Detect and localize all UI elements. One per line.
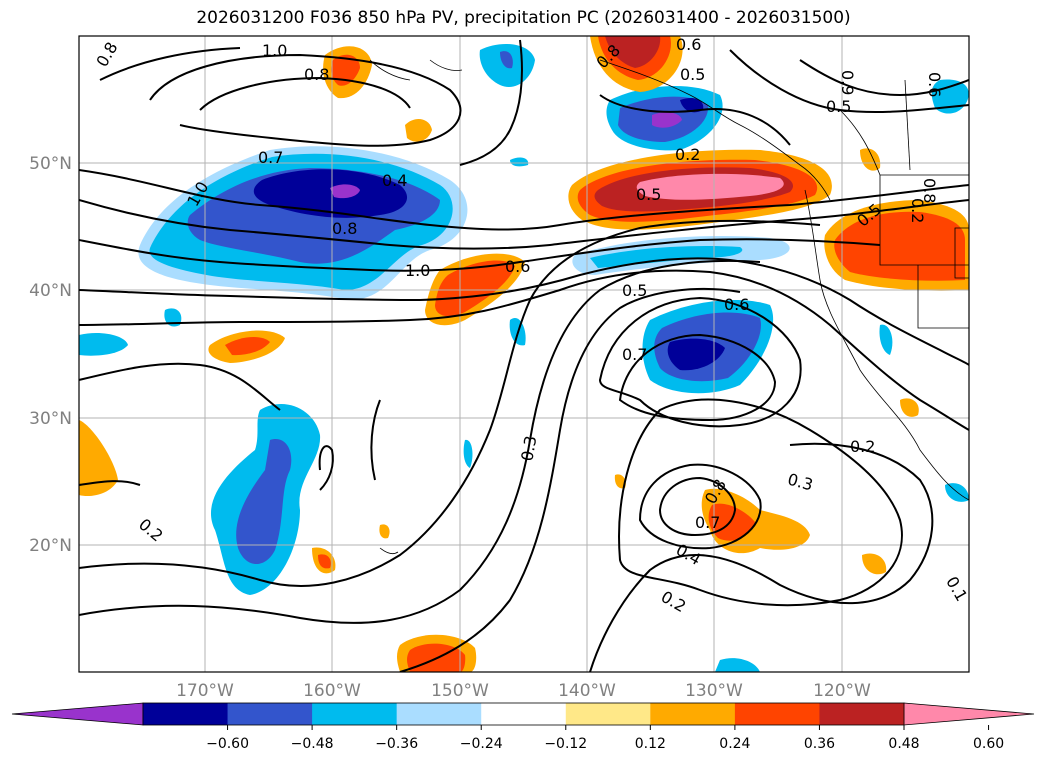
- contour-label: 0.2: [908, 198, 927, 223]
- colorbar-tick-label: −0.36: [375, 736, 418, 752]
- lon-label: 170°W: [176, 681, 234, 701]
- contour-label: 0.8: [304, 65, 329, 84]
- lat-label: 20°N: [29, 536, 72, 556]
- colorbar-tick-label: −0.60: [206, 736, 249, 752]
- contour-label: 0.2: [850, 437, 875, 456]
- contour-label: 0.2: [675, 145, 700, 164]
- colorbar-segment: [819, 703, 905, 725]
- longitude-labels: 170°W 160°W 150°W 140°W 130°W 120°W: [176, 681, 871, 701]
- contour-label: 0.8: [920, 178, 939, 203]
- map-border: [78, 35, 970, 673]
- shading-layer: [79, 36, 969, 672]
- contour-label: 0.5: [636, 185, 661, 204]
- lat-label: 50°N: [29, 154, 72, 174]
- colorbar-over-arrow: [903, 702, 1035, 726]
- colorbar-segment: [396, 703, 482, 725]
- contour-label: 1.0: [262, 41, 287, 60]
- contour-label: 0.5: [622, 281, 647, 300]
- colorbar: −0.60 −0.48 −0.36 −0.24 −0.12 0.12 0.24 0.36 0.4…: [11, 702, 1035, 752]
- colorbar-tick-label: 0.36: [804, 736, 835, 752]
- colorbar-tick-label: 0.60: [973, 736, 1004, 752]
- contour-label: 0.7: [622, 345, 647, 364]
- lon-label: 150°W: [431, 681, 489, 701]
- map-title: 2026031200 F036 850 hPa PV, precipitatio…: [196, 8, 851, 28]
- contour-label: 0.8: [332, 219, 357, 238]
- colorbar-segment: [650, 703, 736, 725]
- colorbar-segment: [312, 703, 398, 725]
- contour-label: 0.4: [382, 171, 407, 190]
- colorbar-tick-label: −0.12: [544, 736, 587, 752]
- colorbar-segment: [227, 703, 313, 725]
- contour-label: 1.0: [405, 261, 430, 280]
- colorbar-tick-label: 0.24: [719, 736, 750, 752]
- contour-label: 0.5: [680, 65, 705, 84]
- colorbar-outline: [142, 702, 905, 726]
- colorbar-segment: [143, 703, 229, 725]
- lat-label: 40°N: [29, 281, 72, 301]
- colorbar-under-arrow: [11, 702, 144, 726]
- contour-label: 0.6: [724, 295, 749, 314]
- colorbar-tick-label: 0.48: [888, 736, 919, 752]
- contour-label: 0.7: [695, 513, 720, 532]
- contour-label: 0.6: [925, 72, 944, 97]
- lon-label: 160°W: [303, 681, 361, 701]
- lat-label: 30°N: [29, 409, 72, 429]
- lon-label: 120°W: [813, 681, 871, 701]
- coastlines: [369, 59, 969, 555]
- colorbar-tick-label: −0.48: [291, 736, 334, 752]
- contour-label: 0.9: [838, 70, 857, 95]
- colorbar-segment: [481, 703, 567, 725]
- contour-label: 0.3: [517, 434, 540, 462]
- pv-contours: [79, 39, 969, 672]
- contour-label: 0.5: [826, 97, 851, 116]
- contour-label: 0.7: [258, 148, 283, 167]
- contour-label: 0.6: [505, 257, 530, 276]
- contour-label: 0.6: [676, 35, 701, 54]
- graticule: [79, 36, 969, 672]
- colorbar-tick-label: 0.12: [635, 736, 666, 752]
- colorbar-segment: [734, 703, 820, 725]
- colorbar-segment: [565, 703, 651, 725]
- lon-label: 130°W: [685, 681, 743, 701]
- colorbar-tick-label: −0.24: [460, 736, 503, 752]
- latitude-labels: 50°N 40°N 30°N 20°N: [29, 154, 72, 556]
- lon-label: 140°W: [558, 681, 616, 701]
